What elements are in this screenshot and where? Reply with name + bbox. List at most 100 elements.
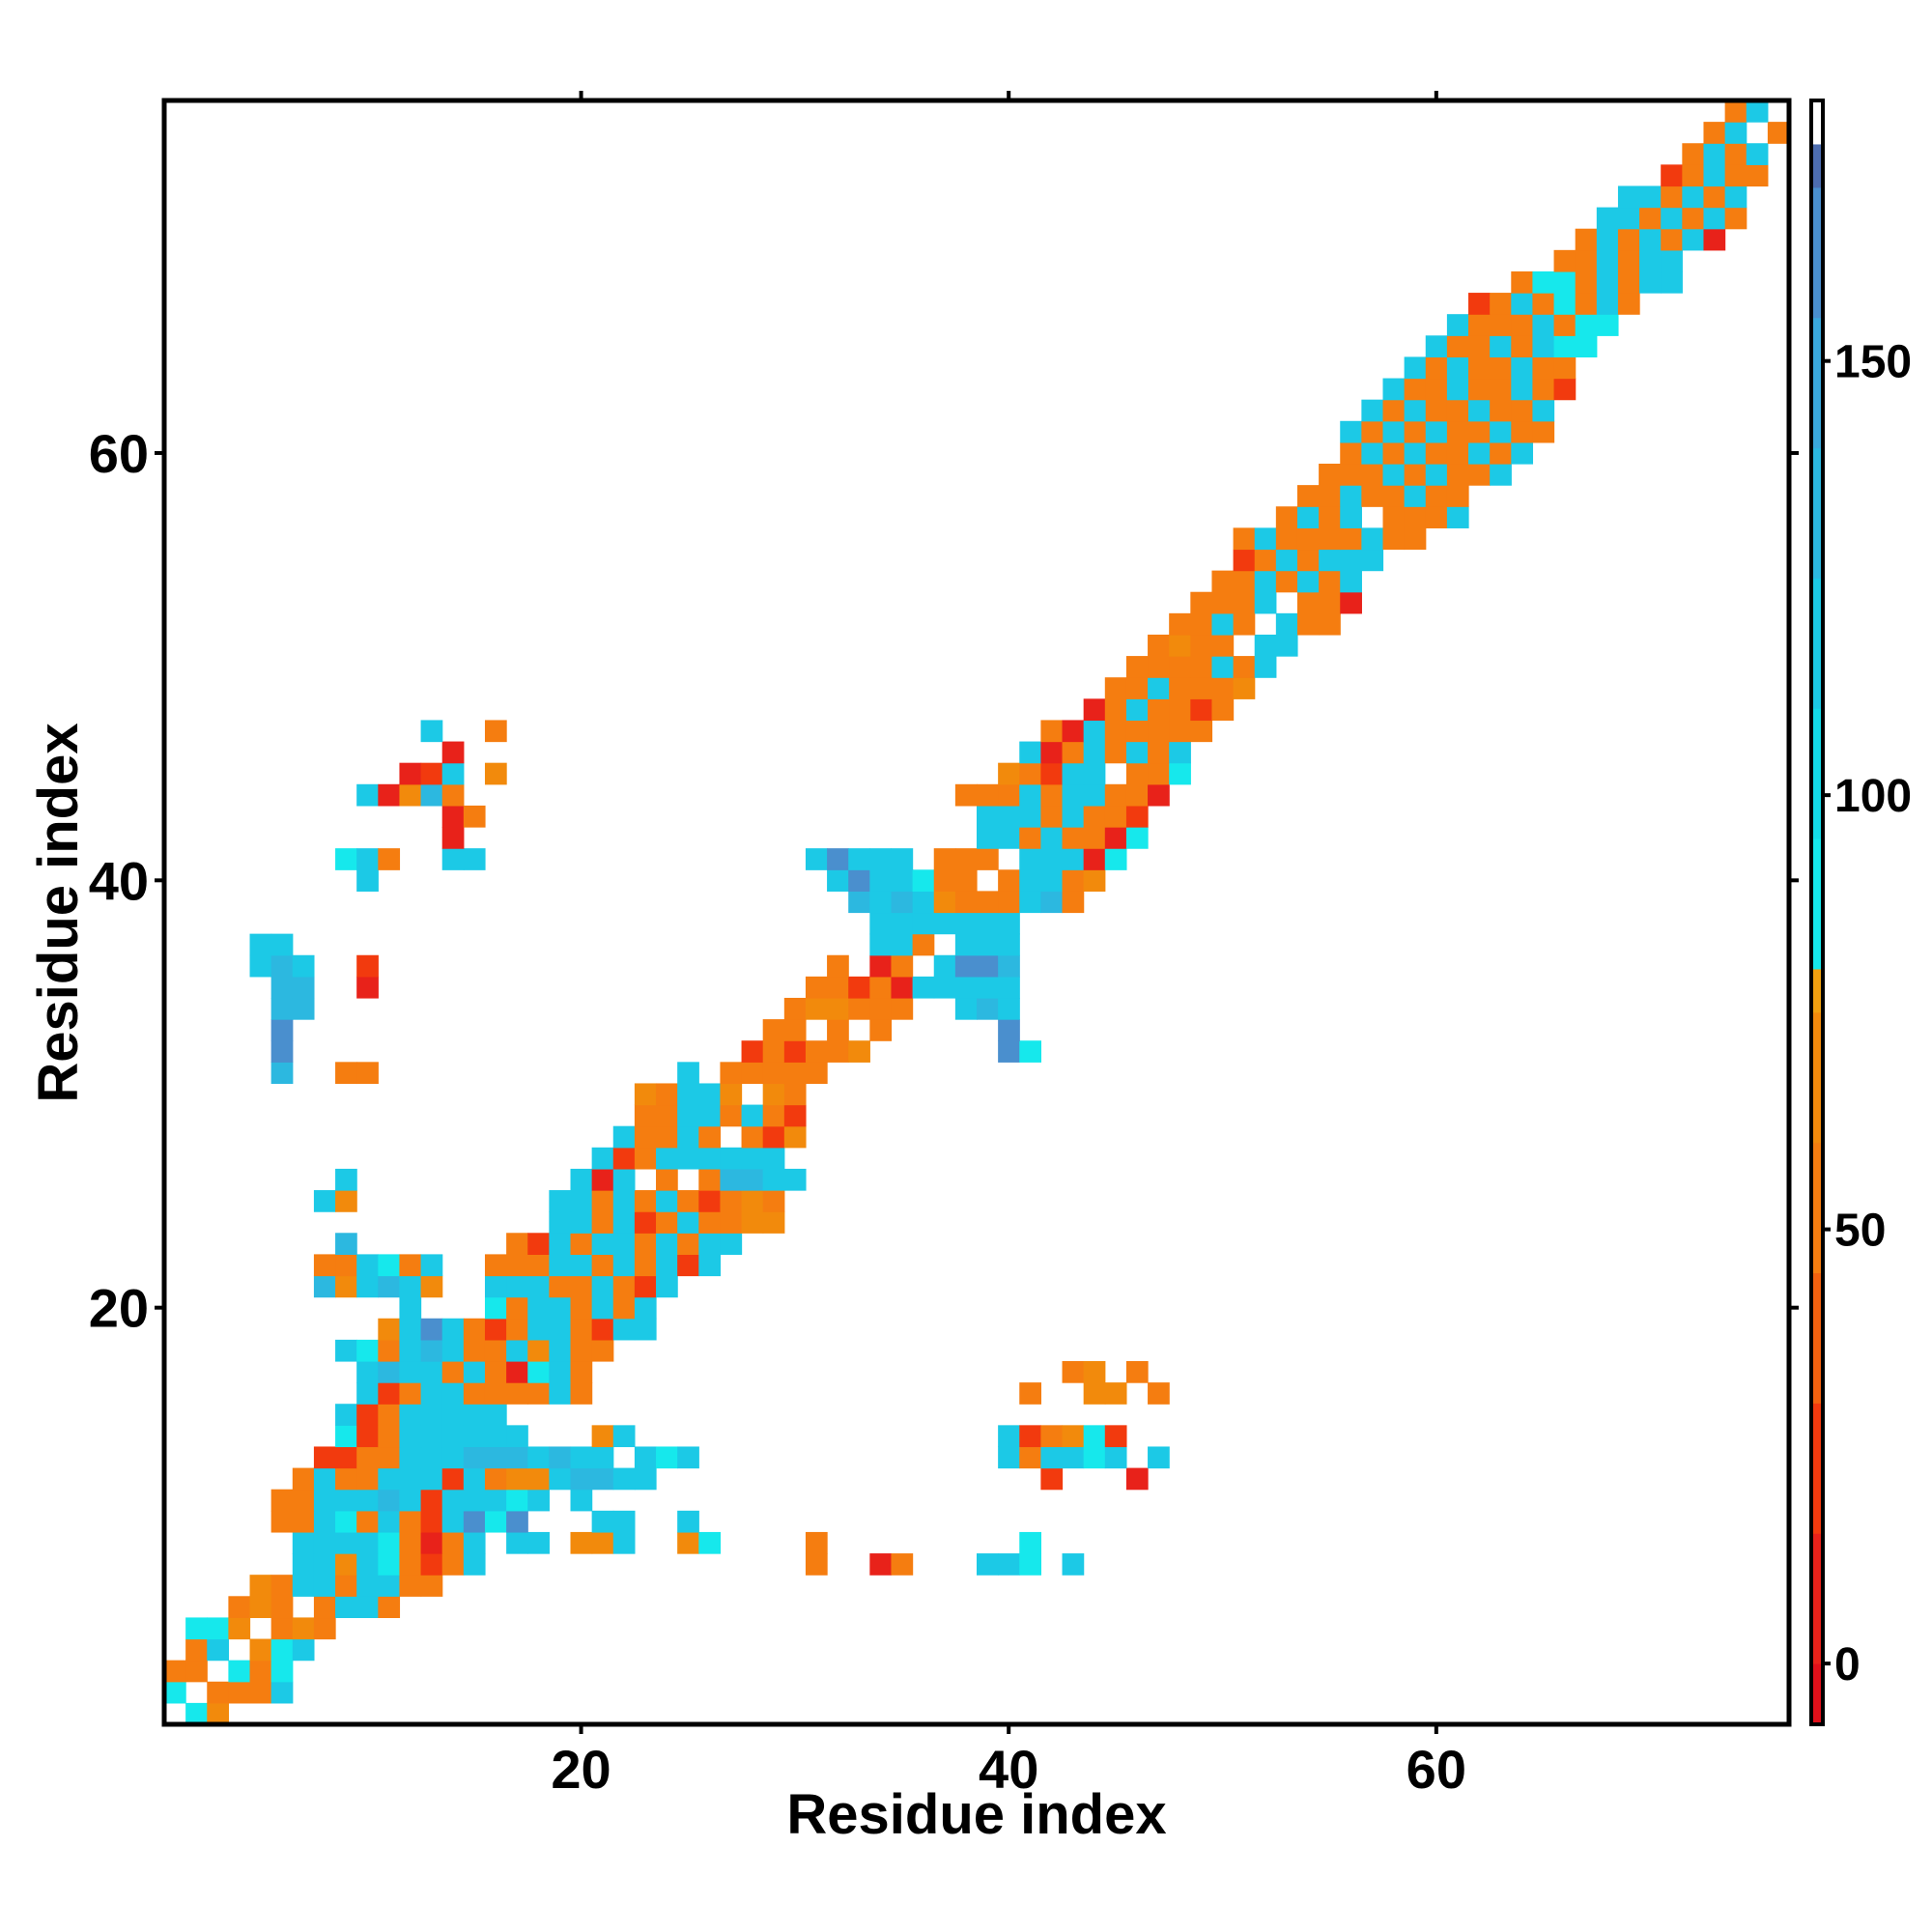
heatmap-cell [1211, 677, 1235, 699]
heatmap-cell [912, 869, 935, 892]
heatmap-cell [356, 1531, 379, 1554]
heatmap-cell [1104, 805, 1127, 828]
heatmap-cell [549, 1296, 572, 1320]
heatmap-cell [207, 1638, 229, 1662]
heatmap-cell [356, 976, 379, 999]
heatmap-cell [420, 1404, 443, 1426]
heatmap-cell [313, 1254, 336, 1277]
heatmap-cell [891, 933, 914, 956]
heatmap-cell [292, 1531, 315, 1554]
heatmap-cell [677, 1125, 699, 1149]
heatmap-cell [720, 1190, 743, 1212]
heatmap-cell [1040, 805, 1064, 828]
heatmap-cell [1211, 591, 1235, 614]
heatmap-cell [506, 1339, 528, 1362]
heatmap-cell [1275, 549, 1298, 572]
heatmap-cell [1446, 399, 1469, 422]
heatmap-cell [570, 1489, 593, 1512]
heatmap-cell [1190, 656, 1213, 678]
heatmap-cell [1596, 228, 1619, 251]
heatmap-cell [549, 1211, 572, 1234]
heatmap-cell [783, 1083, 807, 1106]
heatmap-cell [1190, 612, 1213, 636]
heatmap-cell [1062, 869, 1085, 892]
heatmap-cell [612, 1510, 636, 1533]
heatmap-cell [420, 1275, 443, 1298]
heatmap-cell [1148, 720, 1170, 743]
heatmap-cell [1254, 656, 1277, 678]
heatmap-cell [441, 783, 465, 807]
heatmap-cell [762, 1125, 785, 1149]
heatmap-cell [783, 1168, 807, 1191]
heatmap-cell [1446, 378, 1469, 401]
heatmap-cell [1661, 270, 1683, 294]
heatmap-cell [484, 1339, 507, 1362]
heatmap-cell [527, 1339, 550, 1362]
heatmap-cell [677, 1147, 699, 1170]
heatmap-cell [762, 1019, 785, 1041]
heatmap-cell [1040, 1467, 1064, 1491]
colorbar-band [1811, 1142, 1823, 1274]
heatmap-cell [1190, 634, 1213, 657]
heatmap-cell [1296, 527, 1320, 551]
heatmap-cell [1104, 1425, 1127, 1448]
heatmap-cell [869, 848, 893, 870]
x-tick-label: 60 [1406, 1739, 1466, 1800]
heatmap-cell [1040, 762, 1064, 785]
heatmap-cell [1382, 420, 1406, 443]
heatmap-cell [335, 1275, 357, 1298]
heatmap-cell [1361, 441, 1384, 465]
heatmap-cell [292, 1638, 315, 1662]
heatmap-cell [827, 1040, 849, 1063]
heatmap-cell [549, 1339, 572, 1362]
heatmap-cell [570, 1318, 593, 1341]
heatmap-cell [1340, 527, 1362, 551]
heatmap-cell [720, 1062, 743, 1085]
heatmap-cell [1468, 314, 1491, 336]
heatmap-cell [1340, 549, 1362, 572]
heatmap-cell [912, 912, 935, 935]
heatmap-cell [612, 1211, 636, 1234]
heatmap-cell [998, 869, 1020, 892]
heatmap-cell [270, 1617, 294, 1640]
heatmap-cell [698, 1125, 722, 1149]
heatmap-cell [570, 1467, 593, 1491]
heatmap-cell [270, 1575, 294, 1597]
heatmap-cell [1490, 420, 1512, 443]
heatmap-cell [527, 1467, 550, 1491]
heatmap-cell [1125, 677, 1149, 699]
heatmap-cell [1490, 441, 1512, 465]
heatmap-cell [591, 1211, 614, 1234]
heatmap-cell [356, 1382, 379, 1405]
heatmap-cell [698, 1083, 722, 1106]
heatmap-cell [527, 1318, 550, 1341]
heatmap-cell [335, 1339, 357, 1362]
heatmap-cell [827, 954, 849, 978]
heatmap-cell [1148, 698, 1170, 722]
heatmap-cell [677, 1211, 699, 1234]
x-tick-label: 20 [551, 1739, 611, 1800]
heatmap-cell [1382, 441, 1406, 465]
heatmap-cell [1596, 314, 1619, 336]
heatmap-cell [1596, 293, 1619, 315]
heatmap-cell [1169, 720, 1191, 743]
heatmap-cell [378, 1531, 401, 1554]
heatmap-cell [827, 1019, 849, 1041]
heatmap-cell [378, 1596, 401, 1619]
heatmap-cell [1040, 1446, 1064, 1469]
heatmap-cell [1404, 506, 1427, 528]
heatmap-cell [228, 1681, 251, 1704]
heatmap-cell [207, 1681, 229, 1704]
heatmap-cell [612, 1233, 636, 1255]
heatmap-cell [1532, 399, 1555, 422]
heatmap-cell [1275, 612, 1298, 636]
heatmap-cell [356, 954, 379, 978]
heatmap-cell [270, 1489, 294, 1512]
heatmap-cell [549, 1318, 572, 1341]
heatmap-cell [484, 720, 507, 743]
heatmap-cell [1490, 314, 1512, 336]
heatmap-cell [378, 1275, 401, 1298]
heatmap-cell [1062, 762, 1085, 785]
heatmap-cell [591, 1190, 614, 1212]
heatmap-cell [1340, 464, 1362, 486]
